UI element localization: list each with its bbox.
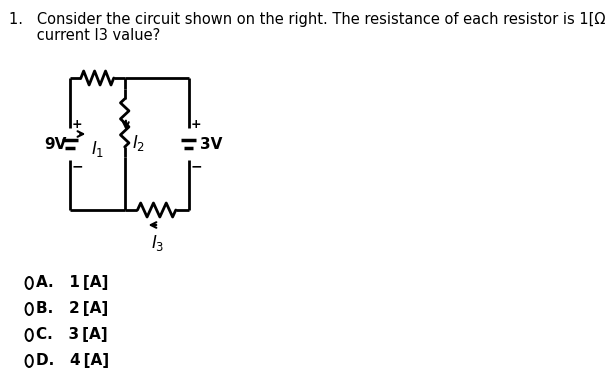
Text: 1.   Consider the circuit shown on the right. The resistance of each resistor is: 1. Consider the circuit shown on the rig…: [9, 12, 606, 27]
Text: current I3 value?: current I3 value?: [9, 28, 161, 43]
Text: −: −: [72, 159, 84, 173]
Text: 3V: 3V: [199, 136, 222, 151]
Text: 9V: 9V: [45, 136, 67, 151]
Text: A.   1 [A]: A. 1 [A]: [36, 276, 109, 290]
Text: B.   2 [A]: B. 2 [A]: [36, 301, 108, 316]
Text: $I_1$: $I_1$: [92, 139, 104, 159]
Text: D.   4 [A]: D. 4 [A]: [36, 354, 110, 368]
Text: C.   3 [A]: C. 3 [A]: [36, 327, 108, 343]
Text: −: −: [190, 159, 202, 173]
Text: +: +: [72, 118, 82, 131]
Text: $I_2$: $I_2$: [132, 133, 145, 153]
Text: +: +: [190, 118, 201, 131]
Text: $I_3$: $I_3$: [151, 233, 165, 253]
